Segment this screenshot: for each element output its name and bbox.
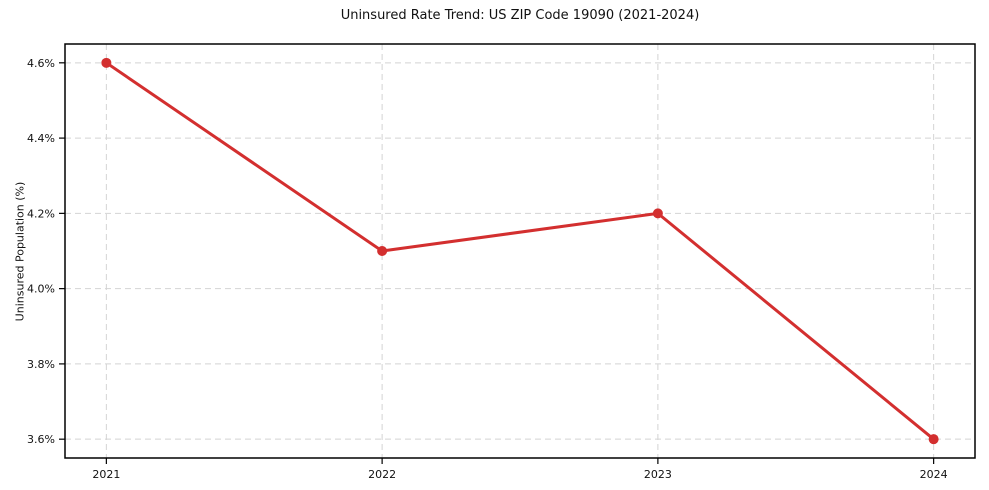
plot-border [64,43,976,459]
x-tick-label: 2024 [920,468,948,481]
y-tick-label: 4.2% [27,207,55,220]
y-tick-label: 4.6% [27,57,55,70]
x-tick-label: 2022 [368,468,396,481]
x-tick-label: 2023 [644,468,672,481]
y-tick-label: 3.8% [27,358,55,371]
y-tick-label: 4.0% [27,283,55,296]
data-point [377,246,388,256]
y-tick-label: 3.6% [27,433,55,446]
chart-title: Uninsured Rate Trend: US ZIP Code 19090 … [340,8,700,23]
data-point [101,57,112,68]
x-tick-label: 2021 [92,468,120,481]
data-point [928,434,939,445]
y-tick-label: 4.4% [27,132,55,145]
trend-line [104,61,936,441]
y-axis-label: Uninsured Population (%) [13,181,27,322]
data-point [652,208,663,219]
